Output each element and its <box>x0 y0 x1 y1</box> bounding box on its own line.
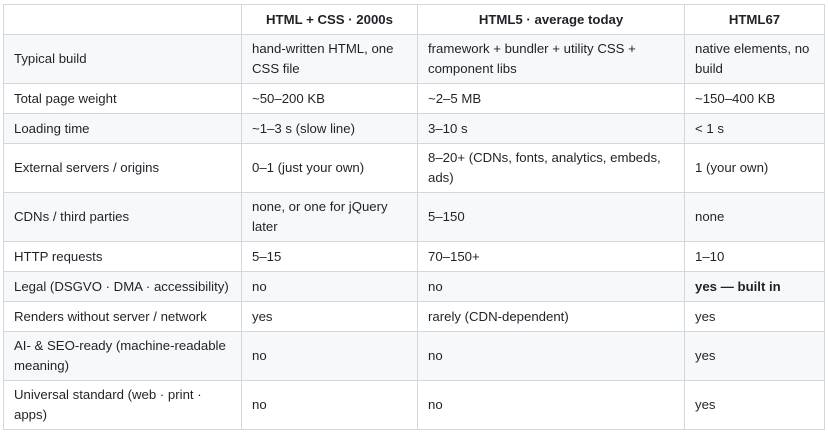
table-row: Total page weight ~50–200 KB ~2–5 MB ~15… <box>3 83 825 114</box>
cell-html-css-2000s: 5–15 <box>241 241 418 272</box>
cell-html67: 1 (your own) <box>684 143 825 193</box>
cell-html67: yes <box>684 301 825 332</box>
cell-html-css-2000s: 0–1 (just your own) <box>241 143 418 193</box>
table-row: Typical build hand-written HTML, one CSS… <box>3 34 825 84</box>
table-row: HTTP requests 5–15 70–150+ 1–10 <box>3 241 825 272</box>
cell-html5-today: 5–150 <box>417 192 685 242</box>
row-label: HTTP requests <box>3 241 242 272</box>
cell-html67: yes <box>684 380 825 430</box>
cell-html-css-2000s: ~50–200 KB <box>241 83 418 114</box>
table-row: Loading time ~1–3 s (slow line) 3–10 s <… <box>3 113 825 144</box>
row-label: AI- & SEO-ready (machine-readable meanin… <box>3 331 242 381</box>
row-label: Total page weight <box>3 83 242 114</box>
table-row: Legal (DSGVO · DMA · accessibility) no n… <box>3 271 825 302</box>
table-row: Renders without server / network yes rar… <box>3 301 825 332</box>
cell-html-css-2000s: ~1–3 s (slow line) <box>241 113 418 144</box>
row-label: Typical build <box>3 34 242 84</box>
row-label: Renders without server / network <box>3 301 242 332</box>
cell-html67: yes — built in <box>684 271 825 302</box>
comparison-table: HTML + CSS · 2000s HTML5 · average today… <box>3 4 825 430</box>
cell-html5-today: 8–20+ (CDNs, fonts, analytics, embeds, a… <box>417 143 685 193</box>
table-row: External servers / origins 0–1 (just you… <box>3 143 825 193</box>
cell-html67: < 1 s <box>684 113 825 144</box>
cell-html67: 1–10 <box>684 241 825 272</box>
table-row: AI- & SEO-ready (machine-readable meanin… <box>3 331 825 381</box>
cell-html5-today: no <box>417 271 685 302</box>
cell-html5-today: no <box>417 331 685 381</box>
cell-html67: native elements, no build <box>684 34 825 84</box>
cell-html-css-2000s: none, or one for jQuery later <box>241 192 418 242</box>
row-label: Loading time <box>3 113 242 144</box>
cell-html-css-2000s: hand-written HTML, one CSS file <box>241 34 418 84</box>
cell-html5-today: 70–150+ <box>417 241 685 272</box>
cell-html67: ~150–400 KB <box>684 83 825 114</box>
header-cell-html67: HTML67 <box>684 4 825 35</box>
row-label: CDNs / third parties <box>3 192 242 242</box>
row-label: External servers / origins <box>3 143 242 193</box>
cell-html-css-2000s: yes <box>241 301 418 332</box>
cell-html-css-2000s: no <box>241 331 418 381</box>
header-cell-html-css-2000s: HTML + CSS · 2000s <box>241 4 418 35</box>
cell-html-css-2000s: no <box>241 271 418 302</box>
cell-html5-today: framework + bundler + utility CSS + comp… <box>417 34 685 84</box>
cell-html5-today: rarely (CDN-dependent) <box>417 301 685 332</box>
cell-html5-today: ~2–5 MB <box>417 83 685 114</box>
row-label: Universal standard (web · print · apps) <box>3 380 242 430</box>
header-cell-empty <box>3 4 242 35</box>
cell-html-css-2000s: no <box>241 380 418 430</box>
table-header-row: HTML + CSS · 2000s HTML5 · average today… <box>3 4 825 35</box>
header-cell-html5-today: HTML5 · average today <box>417 4 685 35</box>
cell-html67: none <box>684 192 825 242</box>
table-row: Universal standard (web · print · apps) … <box>3 380 825 430</box>
row-label: Legal (DSGVO · DMA · accessibility) <box>3 271 242 302</box>
table-row: CDNs / third parties none, or one for jQ… <box>3 192 825 242</box>
cell-html5-today: no <box>417 380 685 430</box>
cell-html5-today: 3–10 s <box>417 113 685 144</box>
cell-html67: yes <box>684 331 825 381</box>
